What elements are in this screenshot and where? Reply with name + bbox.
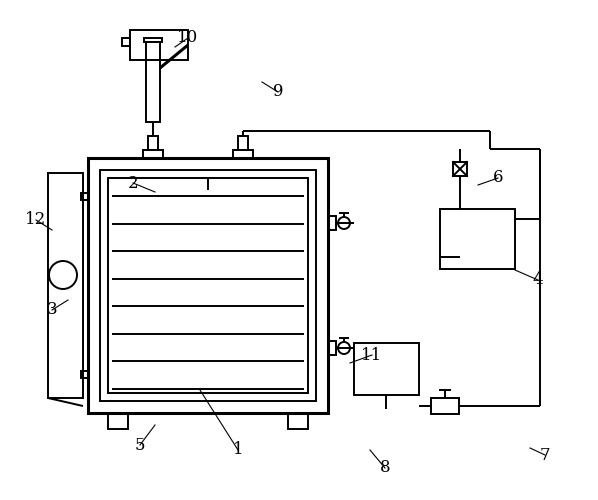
Text: 8: 8 bbox=[380, 460, 390, 476]
Bar bbox=[108, 178, 308, 393]
Text: 3: 3 bbox=[47, 302, 57, 318]
Bar bbox=[148, 136, 158, 150]
Text: 1: 1 bbox=[233, 442, 243, 458]
Bar bbox=[48, 173, 83, 398]
Bar bbox=[328, 341, 336, 355]
Text: 10: 10 bbox=[178, 30, 199, 46]
Text: 4: 4 bbox=[533, 272, 544, 288]
Bar bbox=[146, 42, 160, 122]
Text: 7: 7 bbox=[539, 446, 550, 464]
Text: 11: 11 bbox=[361, 346, 383, 364]
Bar bbox=[144, 38, 162, 42]
Text: 6: 6 bbox=[493, 170, 504, 186]
Circle shape bbox=[338, 217, 350, 229]
Text: 2: 2 bbox=[128, 174, 138, 192]
Text: 9: 9 bbox=[273, 84, 283, 100]
Bar bbox=[238, 136, 248, 150]
Bar bbox=[233, 150, 253, 158]
Circle shape bbox=[338, 342, 350, 354]
Bar bbox=[328, 216, 336, 230]
Bar bbox=[122, 38, 130, 46]
Bar bbox=[81, 371, 88, 378]
Bar bbox=[100, 170, 316, 401]
Bar bbox=[143, 150, 163, 158]
Bar bbox=[440, 209, 515, 269]
Bar bbox=[288, 413, 308, 429]
Bar bbox=[81, 193, 88, 200]
Bar bbox=[453, 162, 467, 176]
Text: 5: 5 bbox=[135, 436, 145, 454]
Bar bbox=[130, 30, 188, 60]
Bar bbox=[88, 158, 328, 413]
Bar bbox=[354, 343, 419, 395]
Bar bbox=[431, 398, 459, 414]
Text: 12: 12 bbox=[25, 212, 47, 228]
Bar bbox=[108, 413, 128, 429]
